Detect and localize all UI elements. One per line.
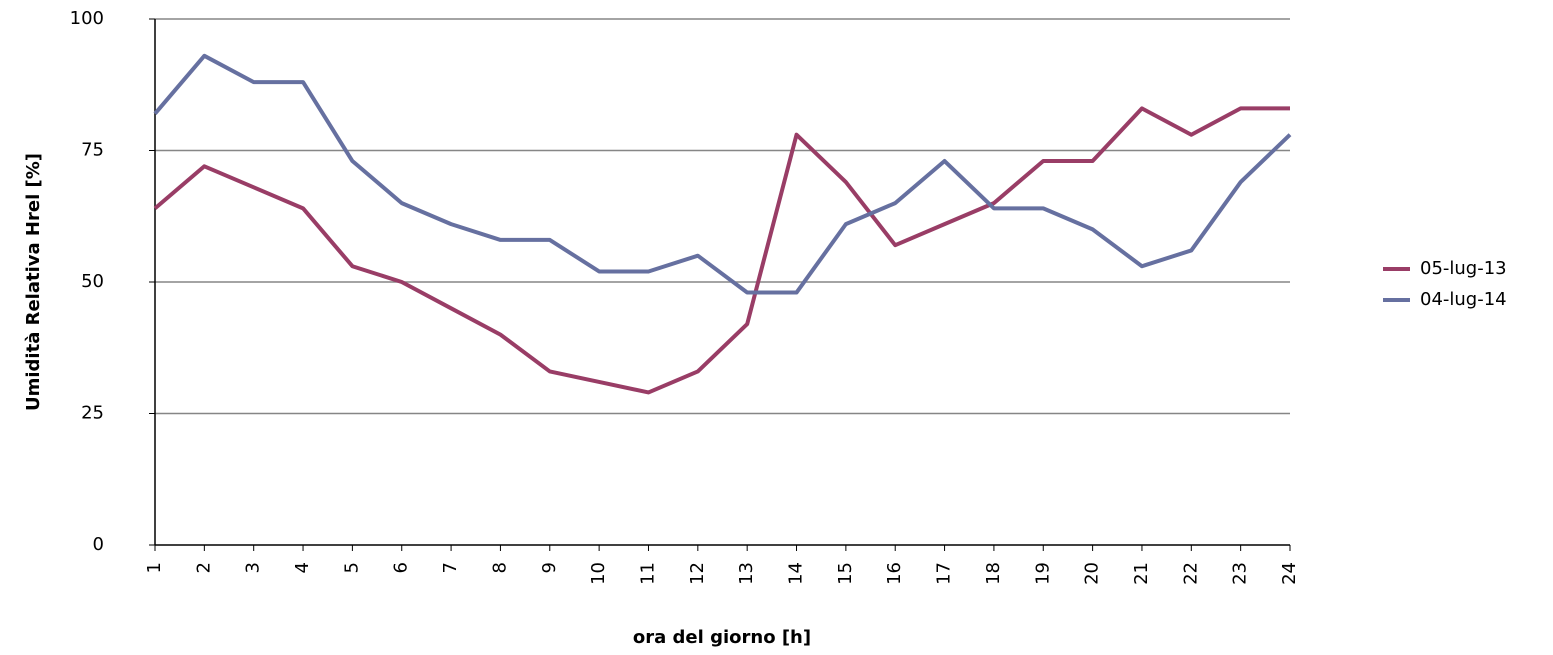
x-tick-label: 10 (588, 562, 609, 585)
x-axis-title: ora del giorno [h] (633, 627, 811, 648)
x-tick-label: 23 (1230, 562, 1251, 585)
x-tick-label: 7 (440, 562, 461, 573)
x-tick-label: 3 (243, 562, 264, 573)
x-tick-label: 20 (1082, 562, 1103, 585)
x-tick-label: 4 (292, 562, 313, 573)
x-tick-label: 18 (983, 562, 1004, 585)
legend-label: 04-lug-14 (1420, 289, 1507, 310)
y-tick-label: 100 (70, 8, 104, 29)
x-tick-label: 22 (1180, 562, 1201, 585)
x-tick-label: 2 (193, 562, 214, 573)
y-tick-label: 50 (81, 271, 104, 292)
legend-label: 05-lug-13 (1420, 258, 1507, 279)
x-tick-label: 16 (884, 562, 905, 585)
x-tick-label: 11 (637, 562, 658, 585)
x-tick-label: 6 (391, 562, 412, 573)
x-tick-label: 8 (489, 562, 510, 573)
y-tick-label: 25 (81, 403, 104, 424)
x-tick-label: 13 (736, 562, 757, 585)
series-line (153, 106, 1290, 395)
series-line (153, 53, 1292, 295)
x-tick-label: 24 (1279, 562, 1300, 585)
x-tick-label: 1 (144, 562, 165, 573)
y-axis-title: Umidità Relativa Hrel [%] (23, 153, 44, 411)
x-tick-label: 21 (1131, 562, 1152, 585)
x-tick-label: 14 (786, 562, 807, 585)
x-tick-label: 17 (934, 562, 955, 585)
x-tick-label: 15 (835, 562, 856, 585)
x-tick-label: 9 (539, 562, 560, 573)
x-tick-label: 19 (1032, 562, 1053, 585)
x-tick-label: 12 (687, 562, 708, 585)
x-tick-label: 5 (341, 562, 362, 573)
y-tick-label: 75 (81, 140, 104, 161)
y-tick-label: 0 (93, 534, 104, 555)
